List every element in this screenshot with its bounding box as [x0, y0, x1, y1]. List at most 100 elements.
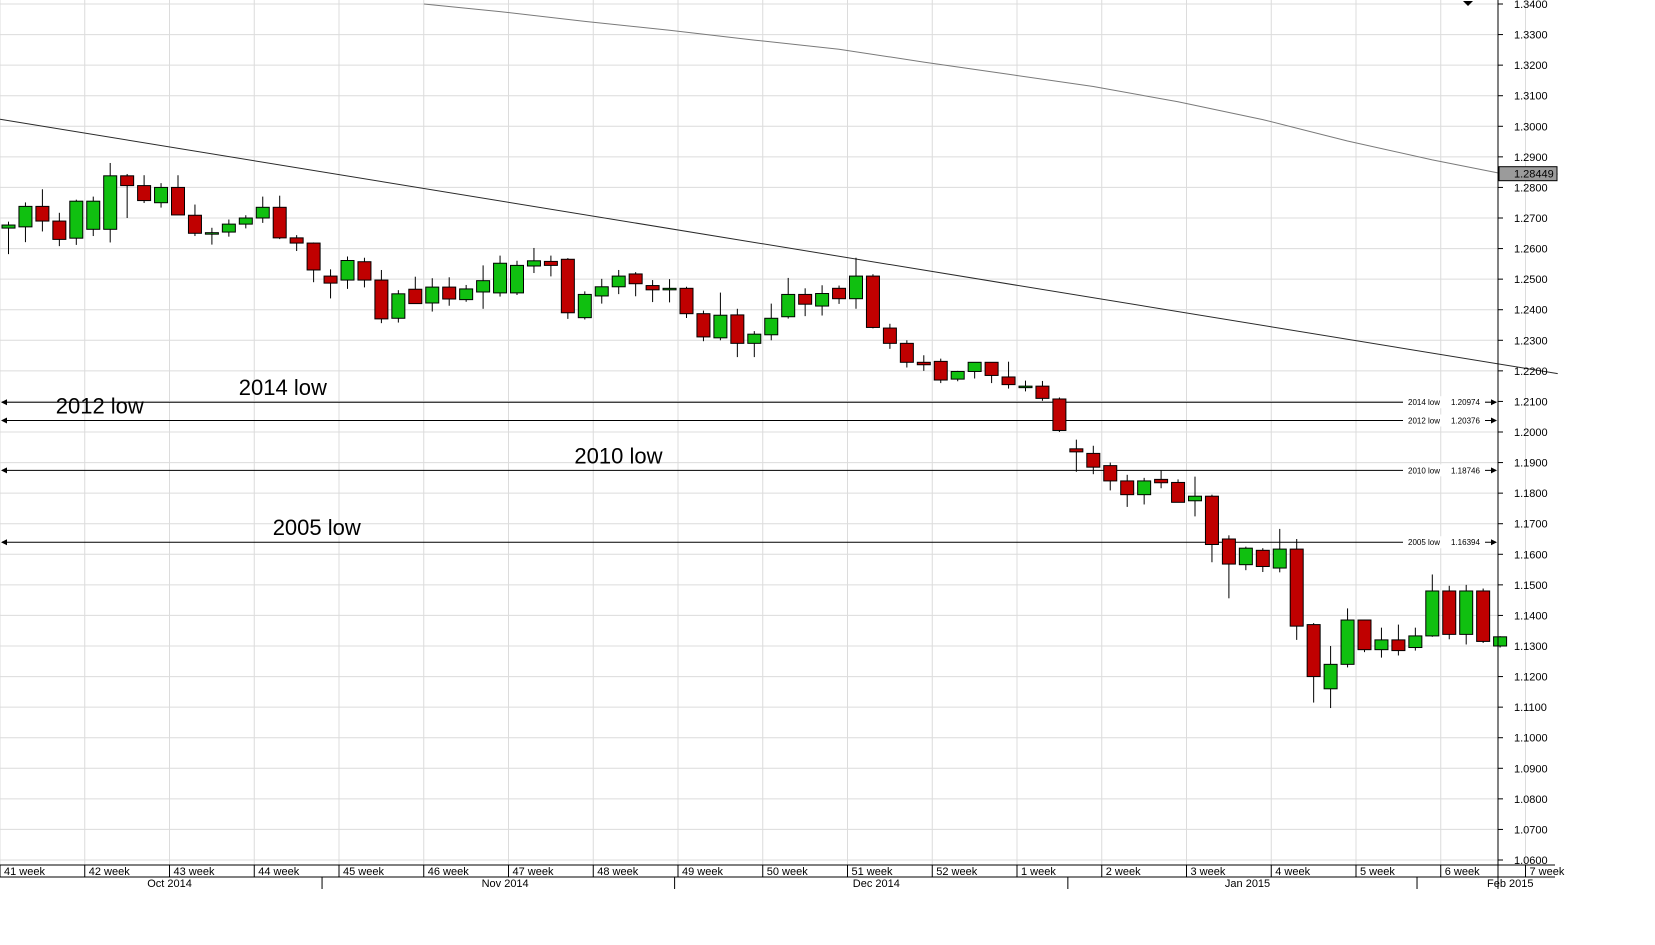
candle-bull: [69, 200, 84, 239]
level-arrow-right: [1491, 467, 1497, 474]
candle-bull: [1340, 619, 1355, 665]
month-label: Oct 2014: [147, 878, 192, 890]
candle-bull: [662, 287, 677, 291]
candle-bear: [1035, 385, 1050, 399]
y-tick-label: 1.1800: [1514, 488, 1548, 500]
level-tag-bg: [1403, 536, 1485, 549]
candle-bear: [543, 260, 558, 266]
week-label: 51 week: [852, 866, 893, 878]
candle-bear: [35, 205, 50, 222]
candle-bear: [187, 214, 202, 234]
candle-bear: [1052, 398, 1067, 431]
candle-bull: [1323, 663, 1338, 690]
candle-bear: [1391, 639, 1406, 652]
y-tick-label: 1.2900: [1514, 152, 1548, 164]
candle-bull: [204, 232, 219, 235]
y-tick-label: 1.1700: [1514, 519, 1548, 531]
candle-bull: [1408, 635, 1423, 649]
y-tick-label: 1.0800: [1514, 794, 1548, 806]
candle-bear: [899, 342, 914, 363]
candle-bull: [103, 175, 118, 230]
month-label: Jan 2015: [1225, 878, 1270, 890]
candle-bull: [849, 275, 863, 300]
candle-bear: [730, 314, 745, 344]
candle-bear: [272, 206, 287, 239]
candle-bull: [1238, 547, 1253, 566]
level-big-label: 2014 low: [239, 375, 327, 400]
candle-bear: [1171, 481, 1186, 503]
candle-bull: [255, 206, 270, 219]
y-tick-label: 1.3300: [1514, 30, 1548, 42]
week-label: 50 week: [767, 866, 808, 878]
candle-bull: [526, 260, 541, 267]
y-tick-label: 1.0600: [1514, 855, 1548, 867]
level-big-label: 2005 low: [273, 515, 361, 540]
y-tick-label: 1.2100: [1514, 396, 1548, 408]
week-label: 7 week: [1530, 866, 1565, 878]
level-arrow-right: [1491, 417, 1497, 424]
level-tag-bg: [1403, 414, 1485, 427]
level-arrow-left: [1, 539, 7, 546]
candle-bear: [408, 288, 423, 305]
y-tick-label: 1.1000: [1514, 733, 1548, 745]
y-tick-label: 1.1600: [1514, 549, 1548, 561]
y-tick-label: 1.2400: [1514, 305, 1548, 317]
y-tick-label: 1.3400: [1514, 0, 1548, 11]
candle-bull: [1137, 480, 1152, 496]
candle-bull: [340, 259, 355, 281]
candle-bear: [1120, 480, 1135, 496]
y-tick-label: 1.1500: [1514, 580, 1548, 592]
candle-bear: [696, 313, 711, 338]
y-tick-label: 1.2700: [1514, 213, 1548, 225]
candle-bear: [1154, 478, 1169, 484]
candle-bear: [137, 185, 152, 202]
candle-bull: [1272, 548, 1287, 569]
week-label: 6 week: [1445, 866, 1480, 878]
candle-bull: [425, 286, 440, 304]
candle-bear: [374, 279, 389, 320]
y-tick-label: 1.2600: [1514, 244, 1548, 256]
candle-bear: [442, 286, 457, 300]
candle-bull: [815, 293, 830, 307]
candle-bear: [1255, 549, 1270, 568]
y-tick-label: 1.3200: [1514, 60, 1548, 72]
candles: [1, 162, 1508, 709]
month-label: Nov 2014: [482, 878, 529, 890]
downtrend-line: [0, 118, 1558, 375]
candle-bull: [493, 262, 508, 294]
candle-bull: [764, 317, 779, 336]
candle-bull: [950, 370, 965, 380]
candle-bear: [1103, 465, 1118, 482]
candle-bear: [1204, 495, 1219, 546]
y-tick-label: 1.0900: [1514, 763, 1548, 775]
candle-bear: [357, 261, 372, 281]
week-label: 1 week: [1021, 866, 1056, 878]
candle-bear: [1001, 376, 1016, 386]
candle-bear: [832, 287, 847, 300]
week-label: 3 week: [1191, 866, 1226, 878]
y-tick-label: 1.3100: [1514, 91, 1548, 103]
week-label: 42 week: [89, 866, 130, 878]
y-tick-label: 1.1400: [1514, 610, 1548, 622]
axes: 1.3400 1.3300 1.3200 1.3100 1.3000 1.2900 1.28…: [0, 0, 1565, 890]
candle-bear: [1357, 619, 1372, 651]
week-label: 52 week: [936, 866, 977, 878]
candle-bear: [1306, 624, 1321, 678]
moving-average-line: [423, 3, 1558, 175]
week-label: 47 week: [513, 866, 554, 878]
month-label: Dec 2014: [853, 878, 900, 890]
current-price-label: 1.28449: [1514, 169, 1554, 181]
candle-bull: [1188, 495, 1202, 502]
candle-bull: [154, 186, 169, 204]
candle-bear: [1086, 452, 1101, 468]
candle-bull: [510, 264, 524, 294]
candle-bear: [306, 242, 321, 271]
y-tick-label: 1.2800: [1514, 182, 1548, 194]
candle-bear: [645, 285, 660, 291]
y-tick-label: 1.1900: [1514, 458, 1548, 470]
level-tag-value: 1.18746: [1451, 466, 1480, 475]
top-marker-arrow: [1463, 1, 1473, 6]
candle-bull: [238, 217, 253, 225]
level-tag-name: 2010 low: [1408, 466, 1440, 475]
